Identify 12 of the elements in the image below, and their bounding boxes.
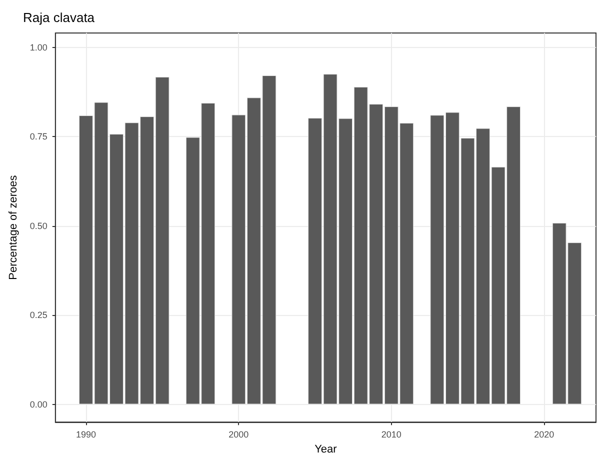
- y-tick-label: 0.50: [30, 220, 48, 231]
- y-tick-label: 0.25: [30, 310, 48, 320]
- y-axis-title: Percentage of zeroes: [8, 174, 20, 280]
- y-tick-label: 0.00: [30, 399, 48, 410]
- x-tick-label: 2000: [228, 430, 249, 440]
- x-tick-label: 2010: [381, 430, 402, 440]
- y-tick-label: 1.00: [30, 42, 48, 52]
- chart-title: Raja clavata: [23, 10, 96, 25]
- x-tick-label: 2020: [534, 430, 554, 440]
- x-axis-title: Year: [314, 444, 338, 456]
- y-tick-label: 0.75: [30, 132, 48, 142]
- x-tick-label: 1990: [76, 430, 96, 440]
